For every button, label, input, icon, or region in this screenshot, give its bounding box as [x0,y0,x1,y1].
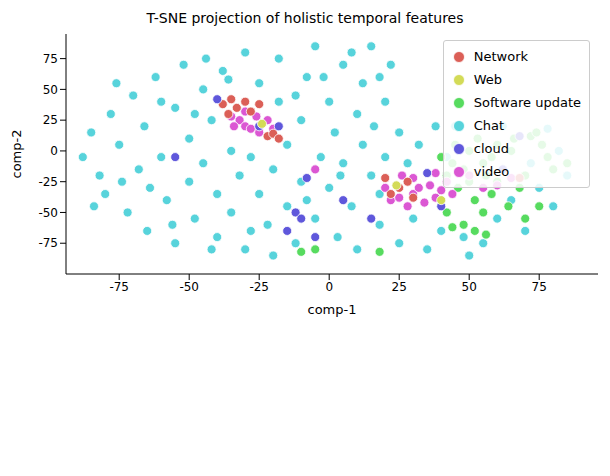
html-text:T-SNE projection of holistic t: T-SNE projection of holistic temporal fe… [146,10,464,26]
html-text:cloud: cloud [473,141,509,156]
svg-text:-50: -50 [38,206,58,220]
svg-text:-25: -25 [38,175,58,189]
html-text:video: video [473,164,510,179]
html-text:Network: Network [473,49,528,64]
html-text:Chat: Chat [473,118,505,133]
html-text:Web: Web [473,72,503,87]
svg-text:-75: -75 [109,280,129,294]
svg-text:75: 75 [532,280,547,294]
svg-text:25: 25 [392,280,407,294]
svg-text:-50: -50 [179,280,199,294]
svg-text:75: 75 [43,52,58,66]
svg-text:comp-2: comp-2 [9,130,24,179]
svg-text:comp-1: comp-1 [308,302,357,317]
svg-text:-75: -75 [38,236,58,250]
html-text:Software update: Software update [473,95,581,110]
svg-text:-25: -25 [249,280,269,294]
svg-text:50: 50 [462,280,477,294]
svg-text:50: 50 [43,83,58,97]
svg-text:25: 25 [43,113,58,127]
svg-text:0: 0 [50,144,58,158]
svg-text:0: 0 [325,280,333,294]
